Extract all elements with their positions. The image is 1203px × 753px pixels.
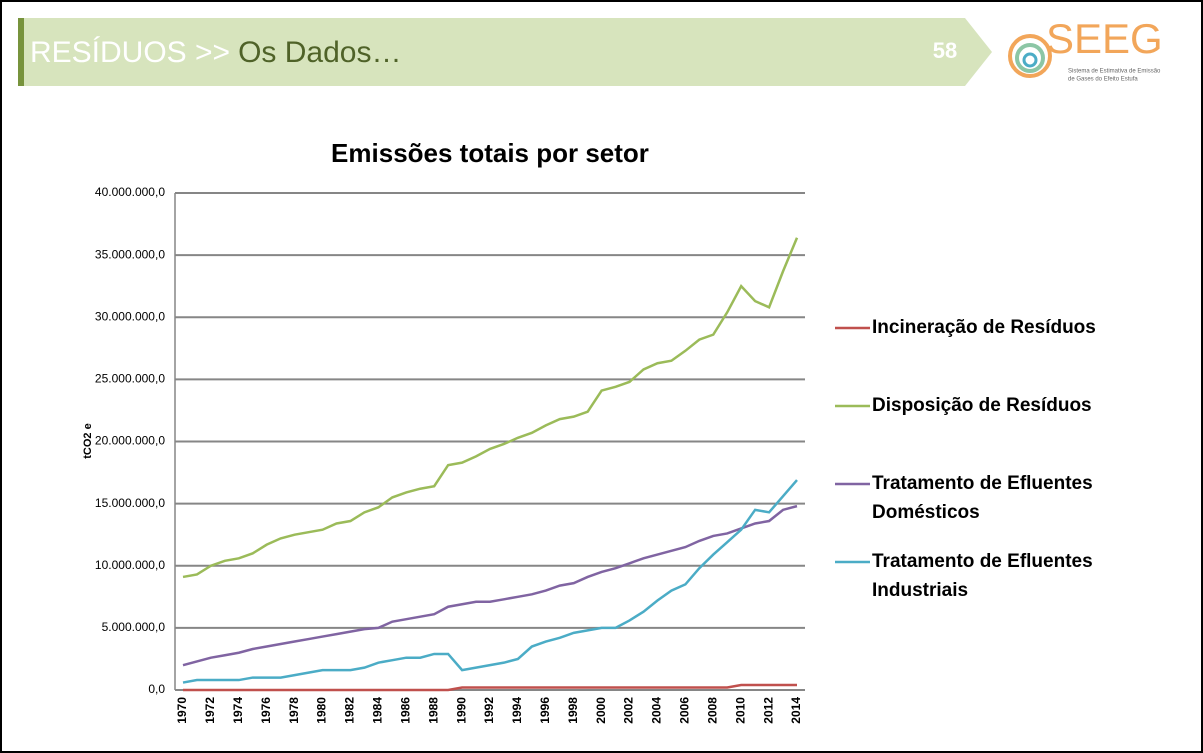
logo-icon <box>1008 34 1052 78</box>
x-tick-label: 1990 <box>454 697 468 724</box>
x-tick-label: 1984 <box>371 697 385 724</box>
x-tick-label: 1980 <box>315 697 329 724</box>
x-tick-label: 2002 <box>622 697 636 724</box>
logo-tagline: Sistema de Estimativa de Emissão <box>1068 69 1161 75</box>
series-line <box>182 479 798 684</box>
x-tick-label: 1972 <box>203 697 217 724</box>
legend-label: Disposição de Resíduos <box>872 395 1092 416</box>
x-tick-label: 1970 <box>175 697 189 724</box>
header-title: RESÍDUOS >> Os Dados… <box>30 36 401 69</box>
series-line <box>182 237 799 579</box>
x-tick-label: 2008 <box>705 697 719 724</box>
x-tick-label: 2004 <box>650 697 664 724</box>
logo-tagline: de Gases do Efeito Estufa <box>1068 77 1138 83</box>
x-tick-label: 1994 <box>510 697 524 724</box>
header-section: RESÍDUOS >> <box>30 36 230 69</box>
y-tick-label: 30.000.000,0 <box>95 309 165 323</box>
y-tick-label: 10.000.000,0 <box>95 558 165 572</box>
legend-label: Incineração de Resíduos <box>872 317 1096 338</box>
y-axis-label: tCO2 e <box>82 423 94 458</box>
y-tick-label: 15.000.000,0 <box>95 496 165 510</box>
series-line <box>182 504 798 667</box>
x-tick-label: 2010 <box>733 697 747 724</box>
y-tick-label: 25.000.000,0 <box>95 372 165 386</box>
x-tick-label: 1996 <box>538 697 552 724</box>
chart-title: Emissões totais por setor <box>331 138 649 168</box>
x-tick-label: 1992 <box>482 697 496 724</box>
legend-label: Tratamento de Efluentes Domésticos <box>872 473 1093 523</box>
legend-label: Tratamento de Efluentes Industriais <box>872 551 1093 601</box>
x-tick-label: 1988 <box>426 697 440 724</box>
x-tick-label: 1974 <box>231 697 245 724</box>
logo-name: SEEG <box>1046 15 1163 62</box>
x-tick-label: 1986 <box>398 697 412 724</box>
x-tick-label: 2000 <box>594 697 608 724</box>
x-tick-label: 2014 <box>789 697 803 724</box>
y-tick-label: 0,0 <box>148 682 165 696</box>
y-tick-label: 20.000.000,0 <box>95 434 165 448</box>
header-accent <box>18 18 24 86</box>
y-tick-label: 5.000.000,0 <box>102 620 166 634</box>
header-bar <box>18 18 992 86</box>
x-tick-label: 2012 <box>761 697 775 724</box>
page-number: 58 <box>933 38 957 63</box>
series-line <box>183 683 797 692</box>
x-tick-label: 1976 <box>259 697 273 724</box>
x-tick-label: 1978 <box>287 697 301 724</box>
x-tick-label: 1982 <box>343 697 357 724</box>
x-tick-label: 2006 <box>678 697 692 724</box>
x-tick-label: 1998 <box>566 697 580 724</box>
y-tick-label: 35.000.000,0 <box>95 247 165 261</box>
header-subtitle: Os Dados… <box>238 36 401 69</box>
y-tick-label: 40.000.000,0 <box>95 185 165 199</box>
